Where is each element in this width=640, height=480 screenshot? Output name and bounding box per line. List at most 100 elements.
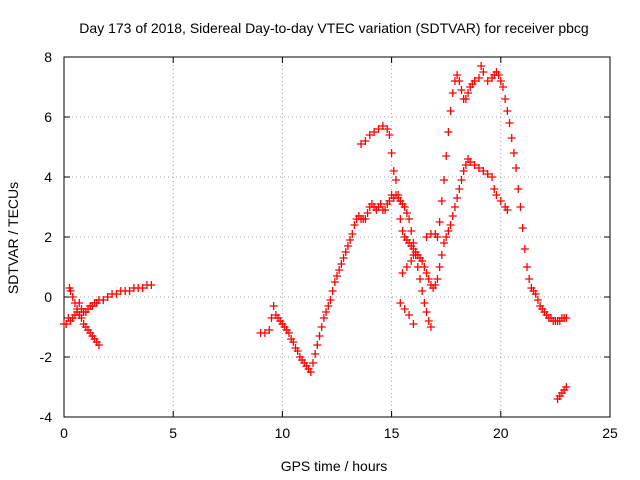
data-point: [424, 275, 433, 283]
data-point: [62, 320, 71, 328]
data-point: [315, 332, 324, 340]
data-point: [308, 359, 317, 367]
data-point: [398, 227, 407, 235]
data-point: [496, 197, 505, 205]
data-point: [446, 107, 455, 115]
data-point: [400, 203, 409, 211]
data-point: [311, 350, 320, 358]
data-point: [409, 251, 418, 259]
data-point: [420, 263, 429, 271]
data-point: [317, 323, 326, 331]
data-point: [461, 95, 470, 103]
data-point: [138, 284, 147, 292]
y-tick-label: 4: [44, 169, 52, 185]
data-point: [405, 311, 414, 319]
data-point: [396, 215, 405, 223]
data-point: [470, 77, 479, 85]
data-point: [533, 296, 542, 304]
data-point: [507, 134, 516, 142]
data-point: [562, 314, 571, 322]
data-point: [496, 77, 505, 85]
data-point: [442, 152, 451, 160]
series-segment-2: [66, 281, 156, 325]
data-point: [435, 263, 444, 271]
data-point: [518, 224, 527, 232]
data-point: [523, 263, 532, 271]
data-point: [389, 167, 398, 175]
data-point: [313, 341, 322, 349]
data-point: [75, 299, 84, 307]
data-point: [453, 71, 462, 79]
data-point: [501, 95, 510, 103]
y-axis-label: SDTVAR / TECUs: [5, 182, 21, 294]
data-point: [520, 245, 529, 253]
data-point: [407, 257, 416, 265]
data-point: [370, 128, 379, 136]
data-point: [433, 233, 442, 241]
data-point: [265, 326, 274, 334]
series-segment-7: [553, 383, 571, 403]
x-tick-label: 25: [602, 425, 618, 441]
data-point: [385, 131, 394, 139]
series-segment-4: [357, 122, 512, 292]
data-point: [335, 266, 344, 274]
chart-title: Day 173 of 2018, Sidereal Day-to-day VTE…: [79, 20, 588, 36]
data-point: [505, 119, 514, 127]
data-point: [440, 239, 449, 247]
data-point: [457, 176, 466, 184]
data-point: [374, 125, 383, 133]
data-point: [444, 227, 453, 235]
y-tick-label: -2: [40, 349, 53, 365]
data-point: [402, 263, 411, 271]
data-point: [512, 164, 521, 172]
data-point: [464, 89, 473, 97]
data-point: [361, 137, 370, 145]
data-point: [387, 149, 396, 157]
data-point: [361, 215, 370, 223]
data-point: [459, 167, 468, 175]
data-point: [400, 305, 409, 313]
data-point: [435, 218, 444, 226]
data-point: [418, 287, 427, 295]
data-point: [103, 293, 112, 301]
data-point: [466, 158, 475, 166]
data-point: [328, 287, 337, 295]
data-point: [440, 176, 449, 184]
data-point: [350, 221, 359, 229]
data-point: [405, 215, 414, 223]
data-point: [424, 317, 433, 325]
data-point: [407, 227, 416, 235]
data-point: [365, 131, 374, 139]
data-point: [422, 233, 431, 241]
grid: [64, 57, 610, 417]
y-tick-label: -4: [40, 409, 53, 425]
data-point: [503, 107, 512, 115]
data-point: [474, 74, 483, 82]
data-point: [319, 314, 328, 322]
data-point: [326, 296, 335, 304]
y-tick-label: 0: [44, 289, 52, 305]
data-point: [343, 242, 352, 250]
data-point: [70, 311, 79, 319]
data-point: [394, 191, 403, 199]
data-point: [363, 209, 372, 217]
data-point: [477, 62, 486, 70]
data-point: [66, 287, 75, 295]
data-point: [474, 164, 483, 172]
data-point: [293, 347, 302, 355]
data-point: [453, 194, 462, 202]
data-point: [483, 77, 492, 85]
data-point: [391, 176, 400, 184]
data-point: [341, 248, 350, 256]
data-point: [442, 233, 451, 241]
data-point: [398, 269, 407, 277]
data-point: [444, 128, 453, 136]
data-point: [514, 185, 523, 193]
axis-ticks: 0 5 10 15 20 25 -4 -2 0 2 4 6 8: [40, 49, 618, 441]
data-point: [269, 302, 278, 310]
series-segment-6: [422, 62, 571, 325]
data-point: [457, 86, 466, 94]
x-tick-label: 20: [493, 425, 509, 441]
data-point: [415, 275, 424, 283]
